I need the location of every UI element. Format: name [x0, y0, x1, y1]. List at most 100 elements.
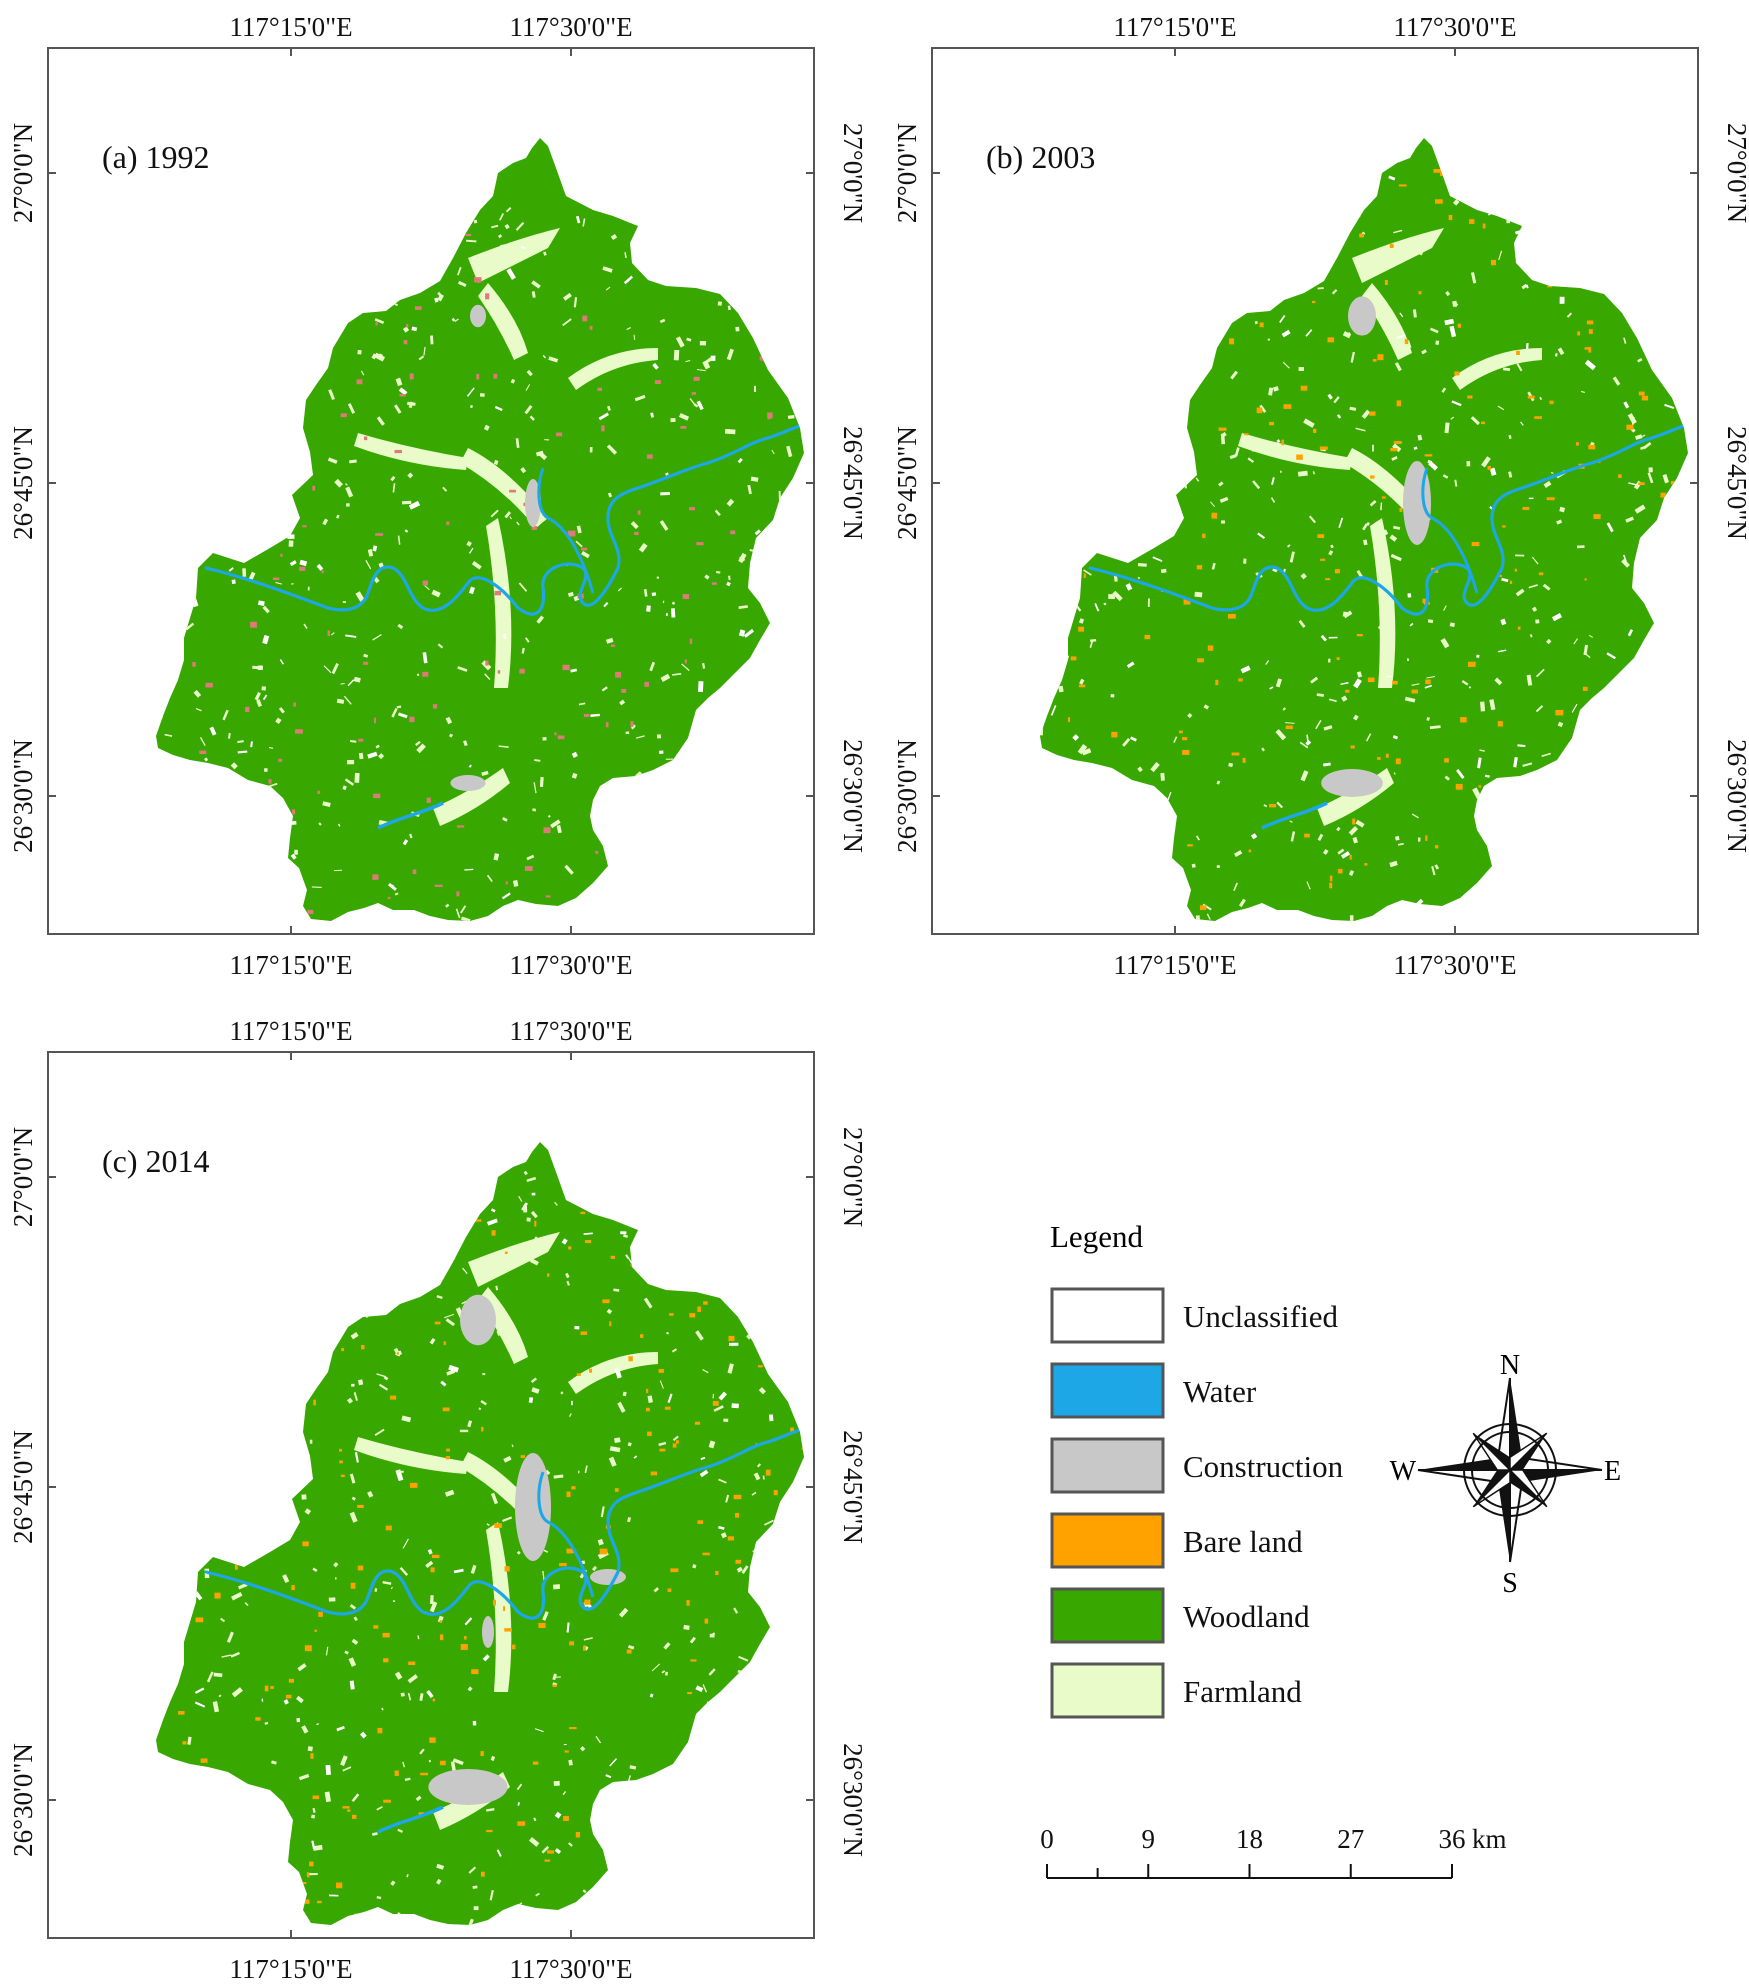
- scale-tick-label: 0: [1040, 1824, 1054, 1854]
- construction-area: [450, 775, 486, 791]
- lon-label-top: 117°30'0"E: [509, 12, 632, 42]
- compass-s: S: [1502, 1568, 1518, 1599]
- legend-label: Farmland: [1183, 1674, 1302, 1709]
- lat-label-left: 26°30'0"N: [892, 739, 922, 853]
- lat-label-right: 26°30'0"N: [838, 739, 868, 853]
- panel-label: (a) 1992: [102, 139, 210, 175]
- construction-area: [515, 1453, 551, 1561]
- compass-rose-icon: N S E W: [1390, 1350, 1622, 1599]
- compass-e: E: [1604, 1456, 1621, 1487]
- river-branch: [537, 1471, 595, 1598]
- farmland-patch: [568, 348, 658, 390]
- farmland-patch: [468, 228, 560, 283]
- legend-title: Legend: [1050, 1219, 1143, 1254]
- legend-item: Bare land: [1050, 1512, 1303, 1569]
- lon-label-bottom: 117°15'0"E: [229, 950, 352, 980]
- legend-label: Unclassified: [1183, 1299, 1338, 1334]
- farmland-patch: [486, 518, 512, 688]
- lat-label-left: 26°30'0"N: [8, 1743, 38, 1857]
- scale-tick-label: 18: [1236, 1824, 1263, 1854]
- construction-area: [1348, 296, 1376, 336]
- legend-item: Construction: [1050, 1437, 1344, 1494]
- river-main: [204, 1428, 802, 1620]
- legend-swatch: [1050, 1362, 1165, 1419]
- lat-label-right: 27°0'0"N: [838, 123, 868, 223]
- lat-label-right: 26°45'0"N: [838, 1430, 868, 1544]
- farmland-patch: [468, 1232, 560, 1287]
- river-south: [377, 1805, 444, 1834]
- legend-label: Woodland: [1183, 1599, 1310, 1634]
- lon-label-top: 117°30'0"E: [1393, 12, 1516, 42]
- lon-label-top: 117°15'0"E: [1113, 12, 1236, 42]
- farmland-patch: [354, 1437, 468, 1474]
- lon-label-top: 117°30'0"E: [509, 1016, 632, 1046]
- farmland-patch: [1238, 433, 1352, 470]
- lat-label-left: 26°45'0"N: [8, 1430, 38, 1544]
- river-main: [204, 424, 802, 616]
- legend-label: Construction: [1183, 1449, 1344, 1484]
- map-panel-2014: (c) 2014 117°15'0"E 117°15'0"E 117°30'0"E 11…: [8, 1016, 868, 1984]
- farmland-patch: [1362, 283, 1412, 360]
- legend-label: Bare land: [1183, 1524, 1303, 1559]
- lon-label-bottom: 117°30'0"E: [1393, 950, 1516, 980]
- lat-label-left: 27°0'0"N: [8, 123, 38, 223]
- legend-label: Water: [1183, 1374, 1257, 1409]
- legend-swatch: [1050, 1287, 1165, 1344]
- lat-label-left: 27°0'0"N: [8, 1127, 38, 1227]
- construction-area: [470, 304, 486, 328]
- legend: Legend Unclassified Water Construction Bare…: [1050, 1219, 1344, 1719]
- farmland-patch: [1370, 518, 1396, 688]
- construction-area: [525, 479, 541, 527]
- compass-n: N: [1500, 1350, 1520, 1381]
- panel-label: (c) 2014: [102, 1143, 210, 1179]
- lat-label-right: 26°30'0"N: [838, 1743, 868, 1857]
- lat-label-right: 26°45'0"N: [1722, 426, 1749, 540]
- legend-swatch: [1050, 1662, 1165, 1719]
- legend-swatch: [1050, 1512, 1165, 1569]
- lon-label-bottom: 117°30'0"E: [509, 950, 632, 980]
- farmland-patch: [433, 768, 510, 826]
- construction-area: [460, 1294, 496, 1346]
- map-panel-2003: (b) 2003 117°15'0"E 117°15'0"E 117°30'0"E 11…: [892, 12, 1749, 980]
- farmland-patch: [568, 1352, 658, 1394]
- legend-item: Woodland: [1050, 1587, 1310, 1644]
- lat-label-right: 26°30'0"N: [1722, 739, 1749, 853]
- scale-unit: km: [1472, 1824, 1507, 1854]
- river-branch: [537, 467, 595, 594]
- lon-label-top: 117°15'0"E: [229, 12, 352, 42]
- lat-label-left: 27°0'0"N: [892, 123, 922, 223]
- lat-label-right: 27°0'0"N: [1722, 123, 1749, 223]
- scale-tick-label: 9: [1142, 1824, 1156, 1854]
- scale-tick-label: 27: [1337, 1824, 1364, 1854]
- lon-label-bottom: 117°15'0"E: [229, 1954, 352, 1982]
- compass-w: W: [1390, 1456, 1417, 1487]
- construction-area: [1321, 769, 1383, 797]
- river-branch: [1421, 467, 1479, 594]
- farmland-patch: [1452, 348, 1542, 390]
- lat-label-right: 26°45'0"N: [838, 426, 868, 540]
- legend-item: Farmland: [1050, 1662, 1302, 1719]
- legend-swatch: [1050, 1587, 1165, 1644]
- lat-label-right: 27°0'0"N: [838, 1127, 868, 1227]
- farmland-patch: [478, 283, 528, 360]
- legend-item: Water: [1050, 1362, 1257, 1419]
- legend-item: Unclassified: [1050, 1287, 1338, 1344]
- lon-label-bottom: 117°30'0"E: [509, 1954, 632, 1982]
- lat-label-left: 26°45'0"N: [8, 426, 38, 540]
- farmland-patch: [354, 433, 468, 470]
- legend-swatch: [1050, 1437, 1165, 1494]
- lat-label-left: 26°45'0"N: [892, 426, 922, 540]
- farmland-patch: [486, 1522, 512, 1692]
- map-panel-1992: (a) 1992 117°15'0"E 117°15'0"E 117°30'0"E 11…: [8, 12, 868, 980]
- river-main: [1088, 424, 1686, 616]
- scale-bar: 0 9 18 27 36 km: [1040, 1824, 1507, 1879]
- lon-label-top: 117°15'0"E: [229, 1016, 352, 1046]
- scale-tick-label: 36: [1439, 1824, 1466, 1854]
- compass-star: [1417, 1377, 1603, 1563]
- construction-area: [428, 1769, 508, 1805]
- river-south: [377, 801, 444, 830]
- panel-label: (b) 2003: [986, 139, 1095, 175]
- lon-label-bottom: 117°15'0"E: [1113, 950, 1236, 980]
- river-south: [1261, 801, 1328, 830]
